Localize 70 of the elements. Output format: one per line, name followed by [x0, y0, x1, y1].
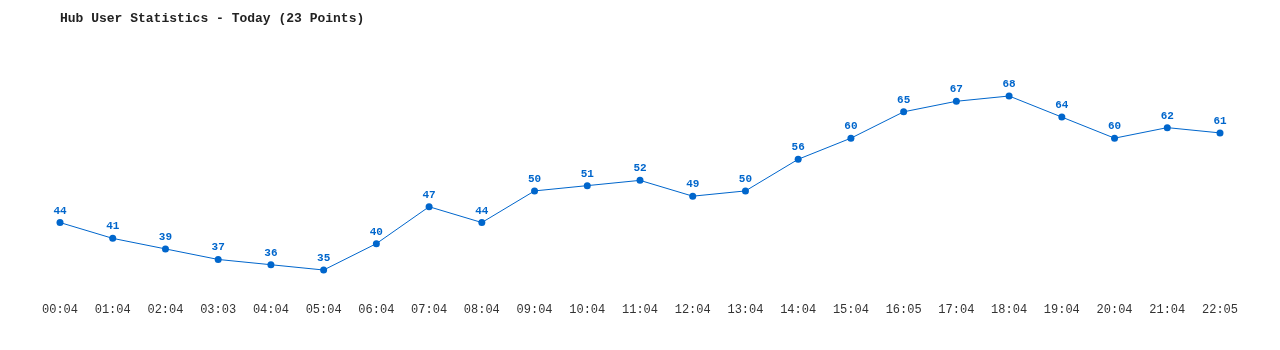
- chart-title: Hub User Statistics - Today (23 Points): [60, 11, 365, 26]
- x-tick-label: 09:04: [516, 303, 553, 317]
- point: [531, 187, 539, 195]
- data-label: 60: [844, 120, 858, 133]
- point: [267, 261, 275, 269]
- data-label: 65: [897, 93, 911, 106]
- data-label: 44: [475, 204, 489, 217]
- point: [1111, 134, 1119, 142]
- x-tick-label: 10:04: [569, 303, 606, 317]
- point: [900, 108, 908, 116]
- x-tick-label: 20:04: [1096, 303, 1133, 317]
- point: [1216, 129, 1224, 137]
- data-label: 47: [422, 188, 436, 201]
- data-label: 37: [211, 241, 225, 254]
- data-label: 41: [106, 220, 120, 233]
- x-tick-label: 04:04: [252, 303, 289, 317]
- point: [952, 97, 960, 105]
- point: [372, 240, 380, 248]
- data-label: 62: [1160, 109, 1174, 122]
- point: [161, 245, 169, 253]
- point: [56, 219, 64, 227]
- x-tick-label: 03:03: [200, 303, 237, 317]
- x-tick-label: 14:04: [780, 303, 817, 317]
- x-tick-label: 07:04: [411, 303, 448, 317]
- x-tick-label: 19:04: [1043, 303, 1080, 317]
- data-label: 56: [791, 141, 805, 154]
- x-tick-label: 15:04: [832, 303, 869, 317]
- data-label: 51: [580, 167, 595, 180]
- x-tick-label: 17:04: [938, 303, 975, 317]
- point: [1005, 92, 1013, 100]
- point: [794, 155, 802, 163]
- data-label: 49: [686, 178, 700, 191]
- x-tick-label: 08:04: [463, 303, 500, 317]
- point: [1058, 113, 1066, 121]
- data-label: 50: [738, 172, 753, 185]
- x-tick-label: 16:05: [885, 303, 922, 317]
- x-tick-label: 22:05: [1201, 303, 1239, 317]
- data-label: 64: [1055, 99, 1069, 112]
- point: [636, 176, 644, 184]
- data-label: 44: [53, 204, 67, 217]
- x-tick-label: 21:04: [1149, 303, 1186, 317]
- data-label: 61: [1213, 114, 1227, 127]
- data-label: 67: [949, 83, 963, 96]
- x-tick-label: 13:04: [727, 303, 764, 317]
- x-tick-label: 01:04: [94, 303, 131, 317]
- point: [689, 192, 697, 200]
- data-label: 68: [1002, 78, 1017, 90]
- x-tick-label: 12:04: [674, 303, 711, 317]
- point: [478, 219, 486, 227]
- x-tick-label: 11:04: [621, 303, 659, 317]
- point: [425, 203, 433, 211]
- x-tick-label: 18:04: [991, 303, 1028, 317]
- point: [583, 182, 591, 190]
- point: [1163, 124, 1171, 132]
- x-tick-label: 05:04: [305, 303, 342, 317]
- data-label: 60: [1107, 120, 1122, 133]
- data-label: 52: [633, 162, 647, 175]
- data-label: 40: [369, 225, 383, 238]
- x-tick-label: 02:04: [147, 303, 184, 317]
- data-label: 36: [264, 246, 278, 259]
- point: [109, 234, 117, 242]
- point: [847, 134, 855, 142]
- data-label: 35: [317, 252, 331, 264]
- x-tick-label: 06:04: [358, 303, 395, 317]
- point: [320, 266, 328, 274]
- x-tick-label: 00:04: [41, 303, 79, 317]
- data-label: 50: [527, 172, 542, 185]
- data-label: 39: [158, 230, 173, 243]
- point: [214, 255, 222, 263]
- point: [741, 187, 749, 195]
